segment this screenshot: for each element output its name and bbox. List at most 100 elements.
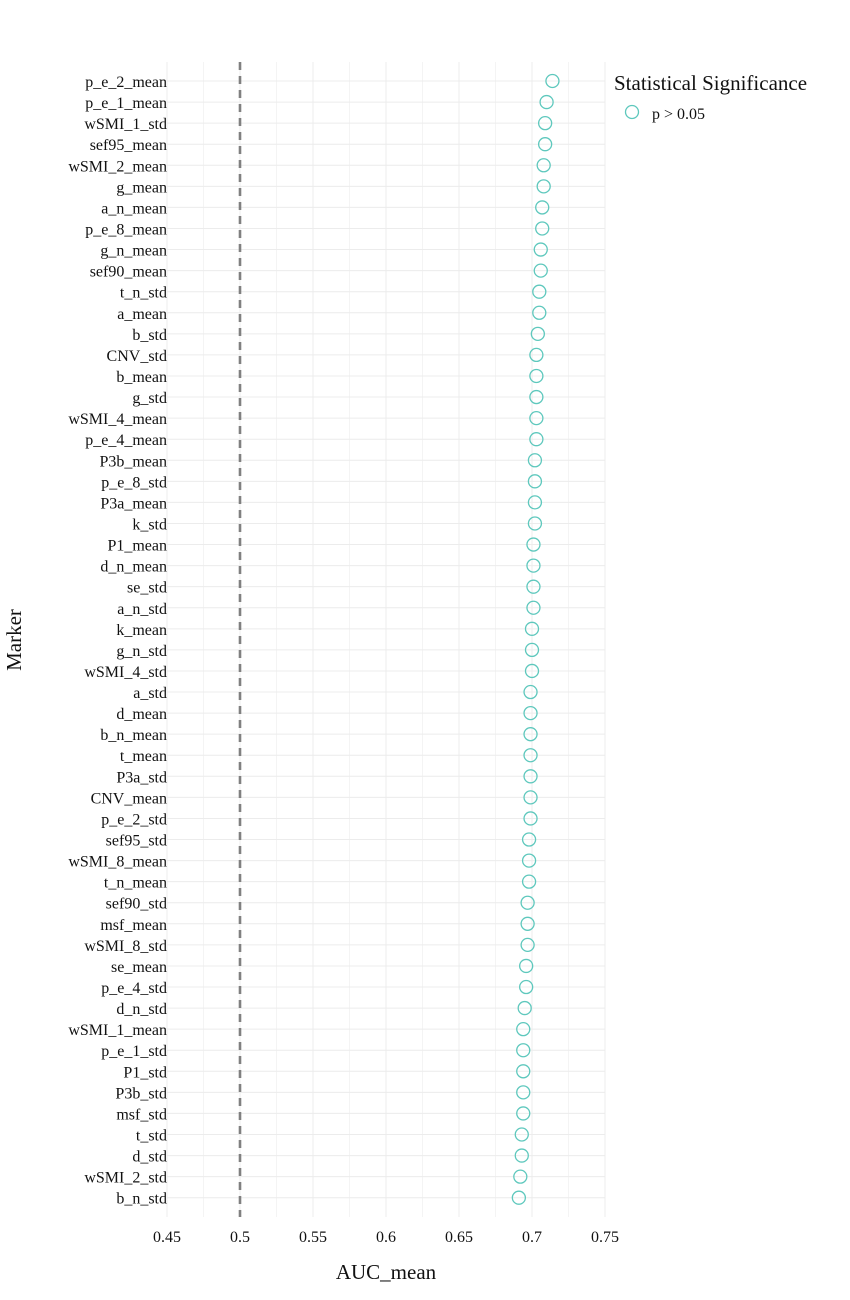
x-tick-label: 0.5 — [230, 1229, 250, 1246]
y-tick-label: d_n_std — [116, 1001, 167, 1018]
y-tick-label: P1_mean — [107, 538, 167, 555]
data-point — [523, 769, 538, 784]
y-tick-label: b_mean — [116, 369, 167, 386]
data-point — [527, 474, 543, 489]
data-point — [535, 221, 550, 236]
y-tick-label: P3b_std — [115, 1085, 167, 1102]
data-point — [529, 368, 544, 384]
data-point — [536, 158, 551, 173]
y-tick-label: t_std — [136, 1128, 167, 1145]
data-point — [532, 284, 547, 299]
y-tick-label: t_mean — [120, 748, 167, 765]
data-point — [520, 916, 535, 931]
data-point — [516, 1022, 531, 1037]
data-point — [526, 600, 541, 615]
data-point — [529, 389, 544, 405]
data-point — [532, 305, 547, 320]
y-tick-label: d_std — [132, 1149, 167, 1166]
x-tick-label: 0.55 — [299, 1229, 327, 1246]
y-tick-label: b_n_std — [116, 1191, 167, 1208]
data-point — [520, 895, 535, 910]
data-point — [514, 1148, 529, 1163]
data-point — [523, 748, 538, 763]
x-axis-tick-labels: 0.45 0.5 0.55 0.6 0.65 0.7 0.75 — [153, 1229, 619, 1246]
y-tick-label: g_n_mean — [100, 243, 167, 260]
y-tick-label: se_mean — [111, 959, 167, 976]
data-point — [516, 1043, 531, 1058]
data-point — [533, 242, 548, 257]
y-tick-label: se_std — [127, 580, 167, 597]
data-point — [535, 200, 550, 215]
data-points — [511, 73, 560, 1205]
y-tick-label: wSMI_4_std — [84, 664, 167, 681]
y-tick-label: p_e_4_mean — [85, 432, 167, 449]
data-point — [516, 1064, 531, 1079]
y-tick-label: wSMI_1_std — [84, 116, 167, 133]
y-tick-label: p_e_4_std — [101, 980, 167, 997]
data-point — [527, 453, 543, 468]
y-tick-label: k_mean — [116, 622, 167, 639]
y-tick-label: b_n_mean — [100, 727, 167, 744]
y-tick-label: t_n_mean — [104, 875, 167, 892]
data-point — [526, 579, 541, 594]
data-point — [520, 937, 535, 953]
data-point — [517, 1000, 532, 1016]
x-tick-label: 0.75 — [591, 1229, 619, 1246]
data-point — [511, 1190, 527, 1205]
data-point — [519, 958, 534, 974]
x-tick-label: 0.7 — [522, 1229, 542, 1246]
y-tick-label: p_e_8_std — [101, 474, 167, 491]
y-axis-title: Marker — [2, 609, 26, 671]
y-axis-tick-labels: p_e_2_mean p_e_1_mean wSMI_1_std sef95_mean… — [68, 74, 167, 1208]
y-tick-label: wSMI_8_std — [84, 938, 167, 955]
data-point — [524, 663, 540, 679]
y-tick-label: wSMI_2_std — [84, 1170, 167, 1187]
y-tick-label: sef90_mean — [90, 264, 167, 281]
data-point — [523, 684, 538, 700]
data-point — [529, 410, 544, 426]
y-tick-label: g_n_std — [116, 643, 167, 660]
data-point — [521, 853, 537, 868]
data-point — [536, 179, 551, 194]
data-point — [524, 621, 540, 636]
data-point — [537, 115, 553, 131]
y-tick-label: P3b_mean — [99, 453, 167, 470]
y-tick-label: a_n_mean — [101, 200, 167, 217]
data-point — [533, 263, 548, 278]
y-tick-label: msf_std — [116, 1106, 167, 1123]
y-tick-label: msf_mean — [100, 917, 167, 934]
data-point — [516, 1106, 531, 1121]
data-point — [519, 979, 534, 995]
data-point — [526, 558, 541, 573]
data-point — [521, 874, 537, 889]
data-point — [523, 811, 538, 826]
y-tick-label: sef95_std — [106, 833, 167, 850]
data-point — [526, 537, 541, 552]
data-point — [521, 832, 537, 847]
grid-lines — [166, 62, 606, 1217]
x-axis-title: AUC_mean — [336, 1260, 437, 1284]
y-tick-label: d_mean — [116, 706, 167, 723]
data-point — [523, 705, 538, 721]
y-tick-label: p_e_1_mean — [85, 95, 167, 112]
y-tick-label: a_n_std — [117, 601, 167, 618]
y-tick-label: b_std — [132, 327, 167, 344]
y-tick-label: k_std — [132, 516, 167, 533]
legend-label: p > 0.05 — [652, 106, 705, 123]
data-point — [527, 495, 543, 510]
y-tick-label: P3a_mean — [100, 495, 167, 512]
y-tick-label: sef95_mean — [90, 137, 167, 154]
data-point — [545, 73, 560, 89]
y-tick-label: wSMI_8_mean — [68, 854, 167, 871]
data-point — [523, 790, 538, 805]
data-point — [537, 137, 553, 152]
x-tick-label: 0.6 — [376, 1229, 396, 1246]
y-tick-label: t_n_std — [120, 285, 167, 302]
y-tick-label: P3a_std — [116, 769, 167, 786]
y-tick-label: a_std — [133, 685, 167, 702]
data-point — [527, 516, 543, 531]
data-point — [523, 727, 538, 742]
y-tick-label: p_e_2_mean — [85, 74, 167, 91]
y-tick-label: g_mean — [116, 179, 167, 196]
